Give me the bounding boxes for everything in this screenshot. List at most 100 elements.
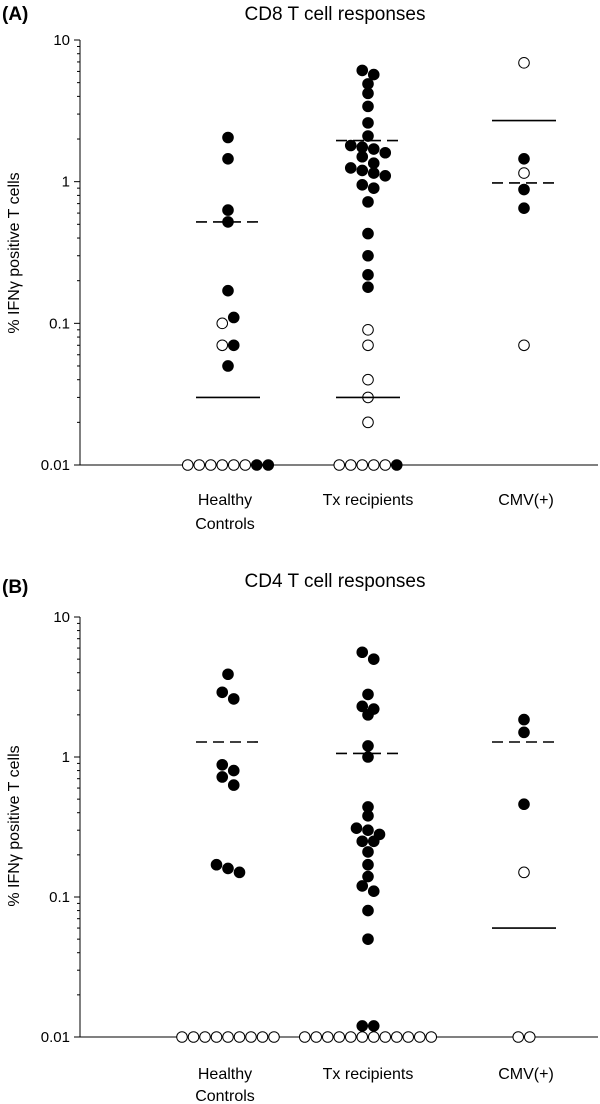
panel-a-point-filled	[379, 170, 392, 182]
panel-b-point-filled	[362, 688, 374, 701]
panel-b-point-open	[321, 1031, 334, 1043]
panel-a-point-filled	[367, 68, 380, 81]
panel-a-point-filled	[362, 100, 374, 113]
panel-a-point-filled	[379, 146, 392, 159]
panel-a-y-tick-label: 1	[62, 174, 70, 191]
panel-a-point-open	[227, 459, 240, 471]
panel-a-point-open	[239, 459, 252, 471]
panel-a-point-filled	[518, 153, 530, 165]
panel-a-y-axis-label: % IFNγ positive T cells	[6, 172, 23, 333]
panel-b-point-open	[402, 1031, 415, 1043]
panel-b-y-axis-label: % IFNγ positive T cells	[6, 745, 23, 906]
panel-b-point-filled	[356, 646, 369, 659]
panel-b-point-open	[210, 1031, 223, 1043]
panel-a-point-filled	[356, 164, 369, 177]
panel-b-title: CD4 T cell responses	[245, 571, 426, 592]
panel-b-point-open	[512, 1031, 525, 1043]
panel-a-category-cmv: CMV(+)	[498, 492, 554, 509]
panel-a: (A) CD8 T cell responses % IFNγ positive…	[2, 4, 598, 533]
panel-b-point-open	[379, 1031, 392, 1043]
panel-b-point-open	[298, 1031, 311, 1043]
panel-b-point-open	[390, 1031, 403, 1043]
panel-a-point-open	[518, 167, 530, 179]
panel-a-category-tx: Tx recipients	[323, 492, 414, 509]
panel-a-point-filled	[227, 311, 240, 324]
panel-a-title: CD8 T cell responses	[245, 4, 426, 25]
panel-a-point-filled	[362, 130, 374, 142]
panel-a-point-filled	[227, 339, 240, 352]
panel-b-point-filled	[227, 764, 240, 777]
panel-b-point-open	[518, 866, 530, 879]
panel-a-point-filled	[222, 204, 234, 216]
panel-b-point-filled	[227, 693, 240, 705]
panel-b: (B) CD4 T cell responses % IFNγ positive…	[2, 571, 598, 1104]
panel-b-point-open	[176, 1031, 188, 1043]
panel-a-y-tick-label: 0.1	[49, 315, 70, 332]
panel-a-point-filled	[222, 131, 234, 144]
panel-a-y-tick-label: 0.01	[41, 457, 70, 474]
panel-a-point-filled	[367, 182, 380, 194]
panel-a-point-open	[367, 459, 380, 471]
panel-a-point-filled	[362, 196, 374, 208]
panel-b-point-open	[222, 1031, 234, 1043]
panel-b-point-filled	[362, 709, 374, 721]
panel-a-point-filled	[222, 284, 234, 297]
panel-a-category-healthy-line2: Controls	[195, 516, 255, 533]
panel-b-point-filled	[210, 858, 223, 871]
panel-a-point-filled	[362, 249, 374, 262]
panel-a-point-filled	[222, 153, 234, 165]
panel-a-point-filled	[344, 139, 357, 152]
panel-b-point-open	[344, 1031, 357, 1043]
panel-a-point-filled	[362, 117, 374, 129]
panel-a-point-open	[379, 459, 392, 471]
panel-b-point-open	[367, 1031, 380, 1043]
panel-a-label: (A)	[2, 4, 28, 25]
panel-b-category-healthy-line2: Controls	[195, 1088, 255, 1104]
panel-b-point-open	[199, 1031, 211, 1043]
panel-a-point-filled	[518, 183, 530, 196]
panel-a-point-filled	[356, 179, 369, 191]
panel-a-point-open	[362, 339, 374, 352]
panel-b-point-filled	[216, 686, 229, 699]
panel-a-point-open	[362, 373, 374, 386]
panel-b-point-filled	[362, 933, 374, 945]
panel-b-point-filled	[362, 740, 374, 752]
panel-b-point-filled	[362, 751, 374, 763]
panel-a-point-open	[193, 459, 206, 471]
panel-b-point-filled	[362, 870, 374, 883]
panel-b-point-open	[356, 1031, 369, 1043]
panel-a-point-open	[216, 317, 229, 330]
panel-b-point-filled	[216, 758, 229, 771]
panel-b-point-open	[187, 1031, 200, 1043]
panel-a-point-filled	[362, 87, 374, 100]
panel-b-point-filled	[367, 1020, 380, 1032]
panel-b-y-tick-label: 0.1	[49, 889, 70, 906]
panel-b-y-tick-label: 10	[53, 609, 70, 626]
panel-b-point-filled	[222, 668, 234, 681]
panel-b-point-filled	[362, 858, 374, 871]
panel-a-point-open	[518, 339, 530, 352]
panel-a-point-filled	[367, 167, 380, 179]
panel-b-point-open	[310, 1031, 323, 1043]
panel-b-point-filled	[356, 880, 369, 892]
panel-b-point-open	[256, 1031, 269, 1043]
panel-a-point-open	[356, 459, 369, 471]
panel-a-point-filled	[390, 459, 403, 471]
panel-a-point-filled	[250, 459, 263, 471]
panel-a-point-filled	[356, 150, 369, 163]
panel-b-point-filled	[362, 846, 374, 858]
panel-a-category-healthy-line1: Healthy	[198, 492, 252, 509]
panel-a-point-open	[216, 459, 229, 471]
panel-b-label: (B)	[2, 577, 28, 598]
panel-a-y-tick-label: 10	[53, 32, 70, 49]
panel-b-point-filled	[367, 653, 380, 665]
panel-b-category-tx: Tx recipients	[323, 1066, 414, 1083]
panel-b-point-filled	[356, 835, 369, 848]
panel-b-point-filled	[222, 862, 234, 875]
panel-b-point-filled	[518, 713, 530, 726]
panel-b-point-open	[425, 1031, 438, 1043]
panel-a-point-filled	[518, 202, 530, 214]
panel-a-point-open	[362, 324, 374, 336]
panel-a-point-filled	[344, 162, 357, 174]
panel-b-point-filled	[216, 771, 229, 783]
